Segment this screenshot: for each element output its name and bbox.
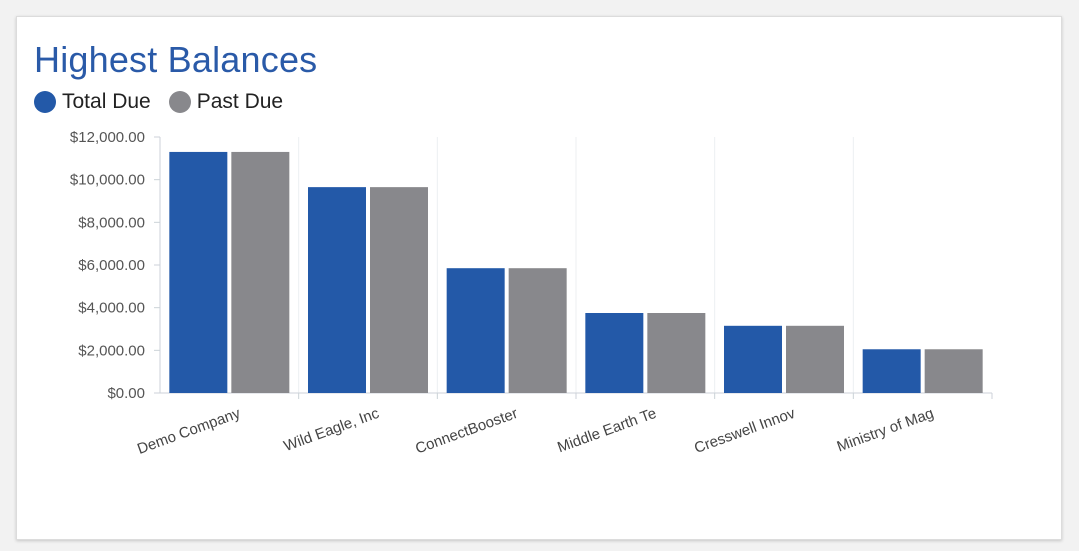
x-tick-label: Ministry of Mag xyxy=(835,405,936,456)
x-tick-label: Middle Earth Te xyxy=(555,405,658,457)
y-tick-label: $2,000.00 xyxy=(78,342,145,359)
legend-label-total-due: Total Due xyxy=(62,90,151,113)
x-tick-label: Cresswell Innov xyxy=(692,405,798,457)
chart-legend: Total Due Past Due xyxy=(34,90,301,114)
bar-chart: $0.00 $2,000.00 $4,000.00 $6,000.00 $8,000.0… xyxy=(70,129,993,458)
bar-past-due xyxy=(786,325,844,393)
x-tick-label: Wild Eagle, Inc xyxy=(282,405,382,455)
y-tick-label: $12,000.00 xyxy=(70,129,145,146)
bar-past-due xyxy=(647,313,706,393)
y-tick-label: $4,000.00 xyxy=(78,300,145,317)
chart-title: Highest Balances xyxy=(34,39,318,80)
y-tick-label: $0.00 xyxy=(107,385,145,402)
bar-total-due xyxy=(169,151,228,393)
bar-total-due xyxy=(724,325,782,393)
bar-total-due xyxy=(308,187,366,393)
legend-swatch-total-due xyxy=(34,91,56,113)
bar-past-due xyxy=(370,187,428,393)
bar-total-due xyxy=(446,268,505,393)
highest-balances-card: Highest Balances Total Due Past Due $0.0… xyxy=(16,16,1062,540)
bar-past-due xyxy=(508,268,567,393)
y-tick-label: $8,000.00 xyxy=(78,214,145,231)
legend-item-past-due[interactable]: Past Due xyxy=(168,90,284,114)
bar-past-due xyxy=(924,349,983,393)
bar-total-due xyxy=(585,313,644,393)
bar-past-due xyxy=(231,151,290,393)
x-tick-label: Demo Company xyxy=(135,405,243,458)
legend-swatch-past-due xyxy=(168,91,191,113)
legend-label-past-due: Past Due xyxy=(196,90,284,113)
y-tick-label: $6,000.00 xyxy=(78,257,145,274)
y-tick-label: $10,000.00 xyxy=(70,172,145,189)
x-tick-label: ConnectBooster xyxy=(413,405,520,458)
bar-total-due xyxy=(862,349,921,393)
legend-item-total-due[interactable]: Total Due xyxy=(34,90,151,114)
